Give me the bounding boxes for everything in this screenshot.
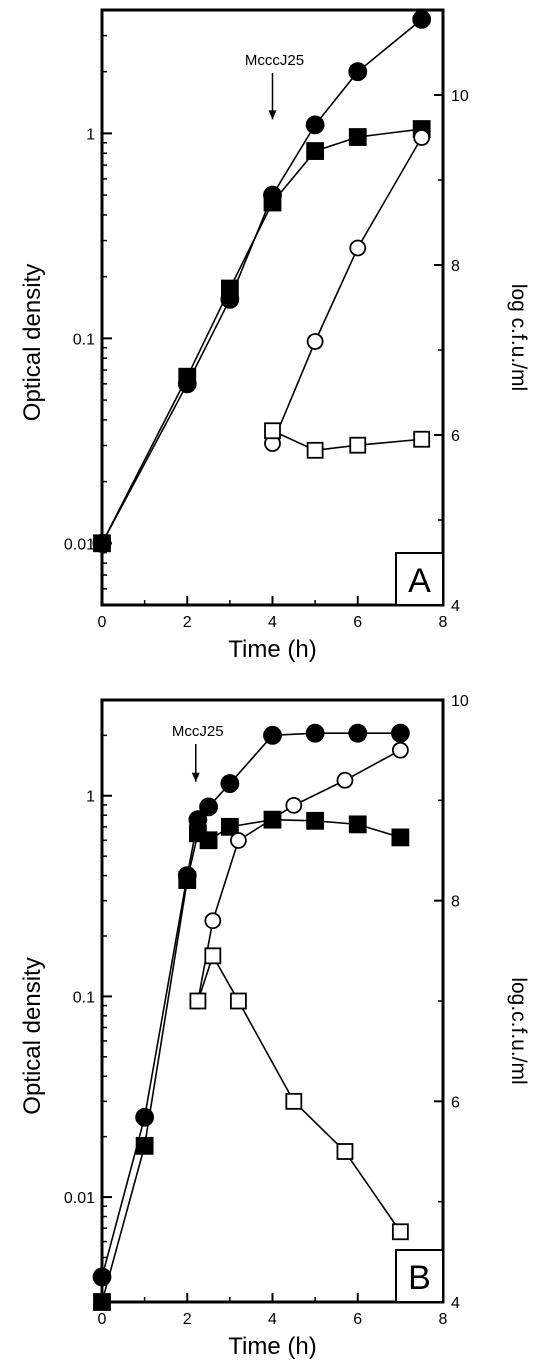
- data-point-filled-square: [135, 1136, 154, 1155]
- data-point-filled-square: [348, 128, 367, 146]
- data-point-open-square: [189, 992, 207, 1010]
- data-point-filled-circle: [390, 723, 410, 743]
- panel-label: B: [408, 1259, 431, 1297]
- data-point-filled-circle: [199, 797, 218, 817]
- data-point-open-square: [336, 1143, 354, 1160]
- y-tick-label: 0.1: [73, 331, 95, 348]
- data-point-filled-square: [306, 811, 325, 830]
- data-point-open-square: [391, 1223, 409, 1241]
- series-line-open-square: [272, 430, 422, 452]
- x-tick-label: 6: [353, 1311, 362, 1328]
- y-right-tick-label: 4: [451, 1295, 460, 1312]
- data-point-open-square: [306, 441, 324, 459]
- data-point-filled-square: [220, 279, 239, 298]
- data-point-open-square: [264, 422, 281, 440]
- data-point-filled-circle: [220, 774, 240, 793]
- data-point-filled-circle: [305, 115, 325, 135]
- data-point-filled-square: [93, 534, 111, 553]
- data-point-open-square: [285, 1092, 303, 1110]
- series-line-filled-square: [101, 128, 422, 544]
- y-tick-label: 0.01: [64, 1190, 95, 1207]
- x-tick-label: 8: [439, 1311, 448, 1328]
- data-point-filled-circle: [348, 62, 368, 82]
- data-point-open-square: [204, 947, 222, 965]
- y-right-tick-label: 10: [451, 693, 469, 710]
- x-tick-label: 6: [353, 614, 362, 631]
- x-tick-label: 0: [98, 614, 107, 631]
- y-axis-title: Optical density: [19, 264, 46, 421]
- x-tick-label: 2: [183, 614, 192, 631]
- series-line-open-circle: [197, 749, 401, 1002]
- data-point-open-circle: [413, 129, 431, 146]
- series-line-filled-circle: [101, 732, 401, 1278]
- annotation-arrowhead: [191, 772, 200, 782]
- x-axis-title: Time (h): [228, 1333, 316, 1360]
- data-point-filled-square: [306, 142, 325, 160]
- y-right-tick-label: 6: [451, 428, 460, 445]
- data-point-open-circle: [306, 333, 324, 350]
- data-point-filled-square: [220, 817, 239, 836]
- data-point-filled-square: [178, 367, 197, 386]
- y-tick-label: 1: [86, 126, 95, 143]
- y-tick-label: 1: [86, 789, 95, 806]
- y-right-tick-label: 10: [451, 88, 469, 105]
- series-line-filled-circle: [101, 18, 423, 544]
- series-line-filled-square: [101, 818, 401, 1303]
- data-point-open-circle: [229, 832, 247, 849]
- plot-frame: [100, 698, 445, 1304]
- x-tick-label: 8: [439, 614, 448, 631]
- annotation-arrowhead: [268, 110, 277, 120]
- data-point-filled-circle: [92, 1267, 112, 1287]
- data-point-filled-circle: [412, 9, 432, 29]
- series-line-open-circle: [271, 137, 423, 444]
- x-tick-label: 4: [268, 614, 277, 631]
- x-axis-title: Time (h): [228, 636, 316, 663]
- chart-panel-b: [92, 698, 445, 1311]
- data-point-filled-square: [263, 193, 282, 212]
- data-point-filled-square: [178, 871, 197, 889]
- data-point-filled-circle: [263, 725, 282, 745]
- y-right-tick-label: 8: [451, 258, 460, 275]
- y-right-tick-label: 8: [451, 894, 460, 911]
- annotation-label: MccJ25: [172, 723, 224, 740]
- data-point-open-square: [229, 992, 247, 1010]
- x-tick-label: 4: [268, 1311, 277, 1328]
- data-point-open-circle: [336, 771, 354, 789]
- data-point-open-circle: [285, 796, 303, 814]
- y-right-tick-label: 6: [451, 1094, 460, 1111]
- data-point-filled-circle: [348, 723, 368, 743]
- data-point-open-circle: [349, 239, 367, 257]
- data-point-filled-circle: [305, 723, 325, 743]
- y-right-axis-title: log c.f.u./ml: [507, 284, 530, 391]
- x-tick-label: 2: [183, 1311, 192, 1328]
- y-axis-title: Optical density: [19, 957, 46, 1114]
- y-tick-label: 0.1: [73, 989, 95, 1006]
- x-tick-label: 0: [98, 1311, 107, 1328]
- annotation-label: McccJ25: [245, 52, 304, 69]
- y-tick-label: 0.01: [64, 536, 95, 553]
- panel-label-box: [395, 1249, 444, 1303]
- chart-panel-a: [92, 8, 445, 607]
- data-point-open-circle: [391, 741, 409, 759]
- panel-label: A: [408, 562, 431, 600]
- data-point-filled-square: [348, 815, 367, 834]
- data-point-filled-square: [93, 1293, 111, 1311]
- data-point-filled-square: [391, 828, 410, 847]
- data-point-open-square: [349, 436, 367, 454]
- y-right-axis-title: log.c.f.u./ml: [507, 977, 530, 1084]
- data-point-filled-square: [199, 831, 218, 850]
- panel-label-box: [395, 552, 444, 606]
- y-right-tick-label: 4: [451, 598, 460, 615]
- data-point-open-circle: [204, 912, 222, 930]
- data-point-open-square: [413, 430, 431, 448]
